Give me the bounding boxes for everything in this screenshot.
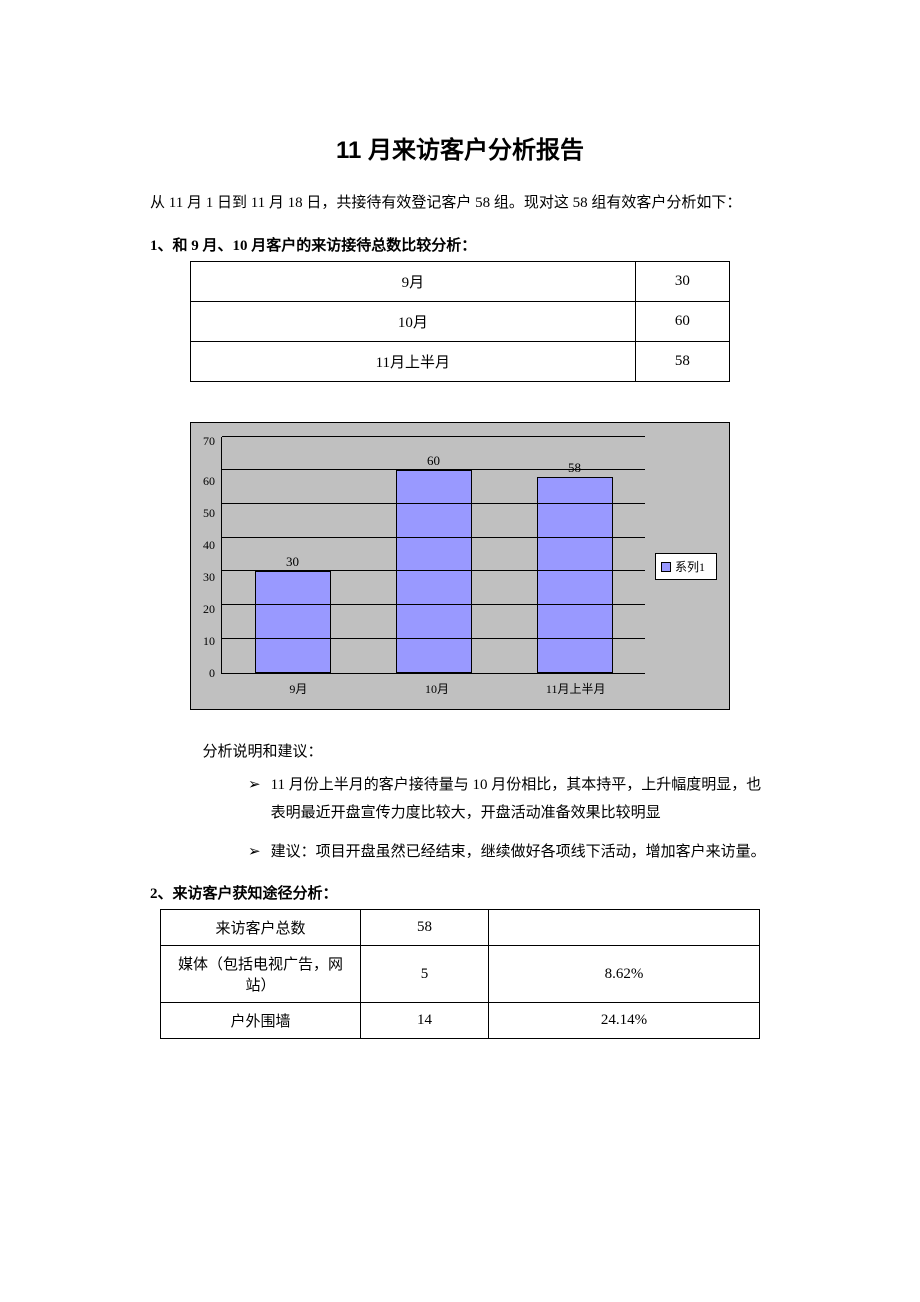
legend-swatch-icon [661, 562, 671, 572]
table-row: 户外围墙 14 24.14% [161, 1003, 760, 1039]
table-cell-label: 10月 [191, 301, 636, 341]
table-cell-count: 58 [361, 910, 489, 946]
table-cell-label: 户外围墙 [161, 1003, 361, 1039]
y-tick: 70 [203, 435, 215, 447]
bar-value-label: 58 [568, 460, 581, 476]
plot-area: 30 60 58 [221, 437, 645, 674]
table-row: 11月上半月 58 [191, 341, 730, 381]
bullet-marker-icon: ➢ [248, 771, 261, 828]
x-tick: 10月 [368, 680, 507, 697]
x-axis: 9月 10月 11月上半月 [229, 680, 645, 697]
y-tick: 20 [203, 603, 215, 615]
table-row: 9月 30 [191, 261, 730, 301]
table-cell-pct [489, 910, 760, 946]
bullet-item: ➢ 11 月份上半月的客户接待量与 10 月份相比，其本持平，上升幅度明显，也表… [248, 771, 768, 828]
table-row: 媒体（包括电视广告，网站） 5 8.62% [161, 946, 760, 1003]
gridline [222, 537, 645, 538]
y-tick: 30 [203, 571, 215, 583]
x-tick: 11月上半月 [506, 680, 645, 697]
legend-label: 系列1 [675, 558, 705, 575]
x-tick: 9月 [229, 680, 368, 697]
section1-heading: 1、和 9 月、10 月客户的来访接待总数比较分析： [150, 234, 800, 255]
bullet-text: 建议：项目开盘虽然已经结束，继续做好各项线下活动，增加客户来访量。 [271, 838, 766, 867]
table-row: 10月 60 [191, 301, 730, 341]
bullet-item: ➢ 建议：项目开盘虽然已经结束，继续做好各项线下活动，增加客户来访量。 [248, 838, 768, 867]
comparison-table: 9月 30 10月 60 11月上半月 58 [190, 261, 730, 382]
intro-paragraph: 从 11 月 1 日到 11 月 18 日，共接待有效登记客户 58 组。现对这… [120, 189, 800, 218]
table-cell-label: 11月上半月 [191, 341, 636, 381]
y-axis: 70 60 50 40 30 20 10 0 [203, 437, 221, 674]
table-cell-value: 60 [635, 301, 729, 341]
gridline [222, 638, 645, 639]
table-cell-value: 30 [635, 261, 729, 301]
bar-value-label: 30 [286, 554, 299, 570]
table-cell-label: 9月 [191, 261, 636, 301]
gridline [222, 436, 645, 437]
gridline [222, 469, 645, 470]
y-tick: 10 [203, 635, 215, 647]
table-row: 来访客户总数 58 [161, 910, 760, 946]
y-tick: 0 [209, 667, 215, 679]
y-tick: 40 [203, 539, 215, 551]
table-cell-count: 14 [361, 1003, 489, 1039]
section2-heading: 2、来访客户获知途径分析： [150, 882, 800, 903]
table-cell-pct: 8.62% [489, 946, 760, 1003]
gridline [222, 570, 645, 571]
y-tick: 50 [203, 507, 215, 519]
analysis-heading: 分析说明和建议： [203, 740, 801, 761]
bar: 30 [255, 571, 331, 672]
bar: 58 [537, 477, 613, 673]
table-cell-count: 5 [361, 946, 489, 1003]
gridline [222, 604, 645, 605]
bar-chart: www.zixin.com.cn 70 60 50 40 30 20 10 0 … [190, 422, 730, 710]
bullet-list: ➢ 11 月份上半月的客户接待量与 10 月份相比，其本持平，上升幅度明显，也表… [248, 771, 768, 867]
table-cell-pct: 24.14% [489, 1003, 760, 1039]
y-tick: 60 [203, 475, 215, 487]
bar: 60 [396, 470, 472, 672]
table-cell-label: 来访客户总数 [161, 910, 361, 946]
table-cell-label: 媒体（包括电视广告，网站） [161, 946, 361, 1003]
bullet-marker-icon: ➢ [248, 838, 261, 867]
bar-value-label: 60 [427, 453, 440, 469]
table-cell-value: 58 [635, 341, 729, 381]
source-table: 来访客户总数 58 媒体（包括电视广告，网站） 5 8.62% 户外围墙 14 … [160, 909, 760, 1039]
gridline [222, 503, 645, 504]
bullet-text: 11 月份上半月的客户接待量与 10 月份相比，其本持平，上升幅度明显，也表明最… [271, 771, 768, 828]
chart-legend: 系列1 [655, 553, 717, 580]
page-title: 11 月来访客户分析报告 [120, 130, 800, 165]
